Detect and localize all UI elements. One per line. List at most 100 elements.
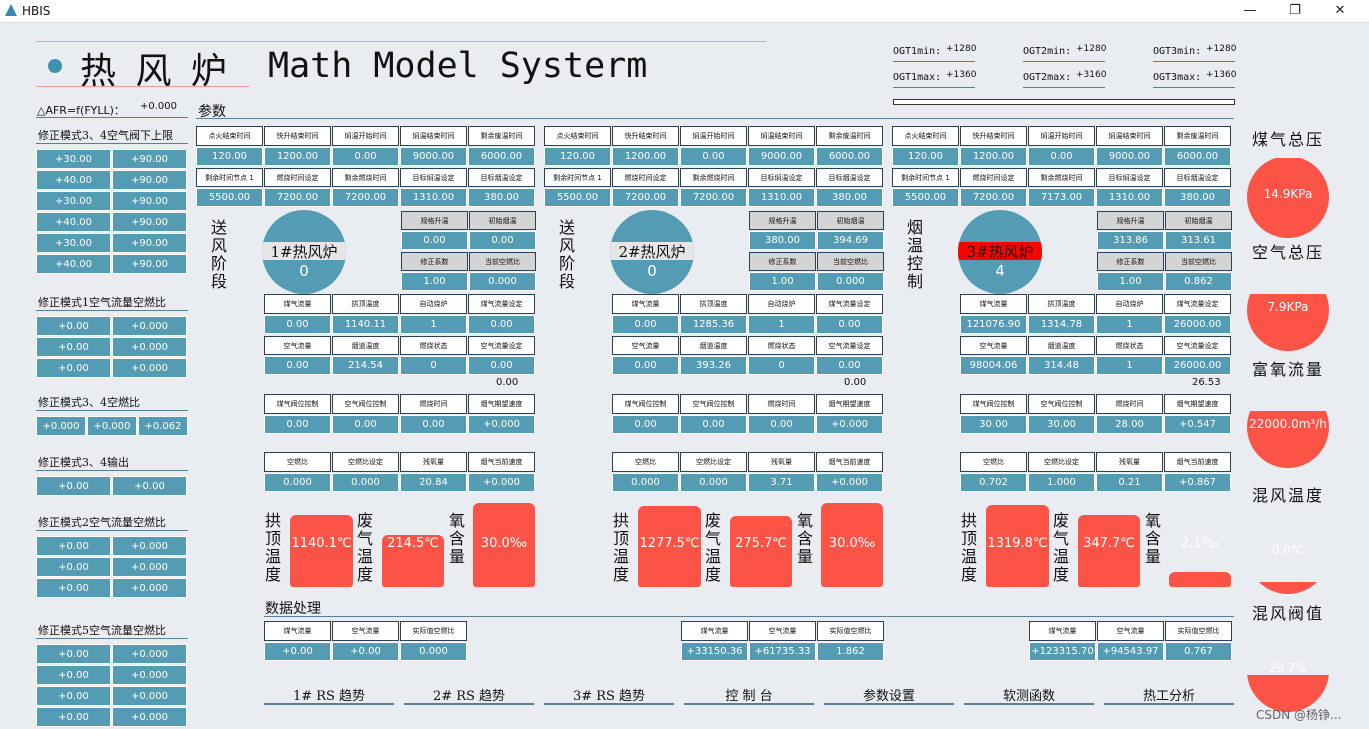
stove1-dp-value[interactable]: +0.00	[264, 642, 331, 661]
stove1-mid-value[interactable]: 0.00	[264, 356, 331, 375]
left-s6-value[interactable]: +0.000	[112, 644, 187, 664]
left-s2-value[interactable]: +0.00	[36, 337, 111, 357]
stove3-top-value[interactable]: 380.00	[1164, 188, 1231, 207]
left-s6-value[interactable]: +0.000	[112, 665, 187, 685]
stove2-top-value[interactable]: 120.00	[544, 147, 611, 166]
left-s6-value[interactable]: +0.00	[36, 644, 111, 664]
stove2-mid-value[interactable]: 0.00	[816, 356, 883, 375]
nav-button-1[interactable]: 1# RS 趋势	[264, 685, 394, 705]
stove1-ctl-value[interactable]: 0.00	[264, 415, 331, 434]
stove3-mid-value[interactable]: 1314.78	[1028, 315, 1095, 334]
stove1-top-value[interactable]: 5500.00	[196, 188, 263, 207]
stove2-side-value[interactable]: 1.00	[749, 272, 816, 291]
stove2-ctl-value[interactable]: 0.00	[612, 415, 679, 434]
stove2-top-value[interactable]: 380.00	[816, 188, 883, 207]
stove3-ratio-value[interactable]: 1.000	[1028, 473, 1095, 492]
stove2-dp-value[interactable]: 1.862	[817, 642, 884, 661]
stove2-mid-value[interactable]: 1285.36	[680, 315, 747, 334]
stove2-ctl-value[interactable]: 0.00	[680, 415, 747, 434]
stove1-mid-value[interactable]: 0	[400, 356, 467, 375]
stove3-mid-value[interactable]: 314.48	[1028, 356, 1095, 375]
stove2-mid-value[interactable]: 1	[748, 315, 815, 334]
left-s2-value[interactable]: +0.00	[36, 316, 111, 336]
left-s1-value[interactable]: +40.00	[36, 254, 111, 274]
left-s5-value[interactable]: +0.00	[36, 536, 111, 556]
stove2-mid-value[interactable]: 0.00	[612, 315, 679, 334]
stove2-top-value[interactable]: 5500.00	[544, 188, 611, 207]
stove1-mid-value[interactable]: 214.54	[332, 356, 399, 375]
stove1-top-value[interactable]: 380.00	[468, 188, 535, 207]
stove3-dp-value[interactable]: +123315.70	[1029, 642, 1096, 661]
left-s2-value[interactable]: +0.000	[112, 337, 187, 357]
stove3-mid-value[interactable]: 98004.06	[960, 356, 1027, 375]
nav-button-2[interactable]: 2# RS 趋势	[404, 685, 534, 705]
stove1-ratio-value[interactable]: 0.000	[332, 473, 399, 492]
stove1-top-value[interactable]: 120.00	[196, 147, 263, 166]
nav-button-7[interactable]: 热工分析	[1104, 685, 1234, 705]
close-button[interactable]: ✕	[1334, 3, 1346, 18]
stove3-top-value[interactable]: 0.00	[1028, 147, 1095, 166]
left-s5-value[interactable]: +0.00	[36, 557, 111, 577]
stove3-top-value[interactable]: 7200.00	[960, 188, 1027, 207]
stove3-mid-value[interactable]: 26000.00	[1164, 315, 1231, 334]
stove2-top-value[interactable]: 9000.00	[748, 147, 815, 166]
stove2-ratio-value[interactable]: 0.000	[680, 473, 747, 492]
stove3-top-value[interactable]: 1200.00	[960, 147, 1027, 166]
stove3-dp-value[interactable]: +94543.97	[1097, 642, 1164, 661]
stove1-dp-value[interactable]: 0.000	[400, 642, 467, 661]
stove2-ctl-value[interactable]: 0.00	[748, 415, 815, 434]
left-s2-value[interactable]: +0.00	[36, 358, 111, 378]
stove2-ctl-value[interactable]: +0.000	[816, 415, 883, 434]
stove1-ctl-value[interactable]: +0.000	[468, 415, 535, 434]
stove1-ratio-value[interactable]: 0.000	[264, 473, 331, 492]
left-s5-value[interactable]: +0.00	[36, 578, 111, 598]
stove2-status-circle[interactable]: 2#热风炉 0	[610, 210, 694, 294]
stove2-dp-value[interactable]: +61735.33	[749, 642, 816, 661]
stove3-mid-value[interactable]: 1	[1096, 315, 1163, 334]
stove3-ctl-value[interactable]: 30.00	[1028, 415, 1095, 434]
stove3-top-value[interactable]: 120.00	[892, 147, 959, 166]
stove2-ratio-value[interactable]: 3.71	[748, 473, 815, 492]
stove3-ratio-value[interactable]: +0.867	[1164, 473, 1231, 492]
stove3-ctl-value[interactable]: +0.547	[1164, 415, 1231, 434]
left-s1-value[interactable]: +90.00	[112, 170, 187, 190]
stove3-top-value[interactable]: 9000.00	[1096, 147, 1163, 166]
stove1-status-circle[interactable]: 1#热风炉 0	[262, 210, 346, 294]
left-s1-value[interactable]: +40.00	[36, 212, 111, 232]
stove1-side-value[interactable]: 0.00	[401, 231, 468, 250]
left-s1-value[interactable]: +30.00	[36, 233, 111, 253]
stove3-status-circle[interactable]: 3#热风炉 4	[958, 210, 1042, 294]
stove2-side-value[interactable]: 0.000	[817, 272, 884, 291]
nav-button-3[interactable]: 3# RS 趋势	[544, 685, 674, 705]
left-s1-value[interactable]: +90.00	[112, 254, 187, 274]
stove3-mid-value[interactable]: 121076.90	[960, 315, 1027, 334]
nav-button-6[interactable]: 软测函数	[964, 685, 1094, 705]
stove3-top-value[interactable]: 1310.00	[1096, 188, 1163, 207]
nav-button-5[interactable]: 参数设置	[824, 685, 954, 705]
left-s5-value[interactable]: +0.000	[112, 557, 187, 577]
left-s1-value[interactable]: +30.00	[36, 149, 111, 169]
left-s6-value[interactable]: +0.000	[112, 707, 187, 727]
left-s1-value[interactable]: +90.00	[112, 191, 187, 211]
stove2-top-value[interactable]: 1200.00	[612, 147, 679, 166]
left-s1-value[interactable]: +40.00	[36, 170, 111, 190]
stove2-top-value[interactable]: 6000.00	[816, 147, 883, 166]
maximize-button[interactable]: ❐	[1289, 3, 1301, 18]
stove2-top-value[interactable]: 1310.00	[748, 188, 815, 207]
stove3-side-value[interactable]: 313.86	[1097, 231, 1164, 250]
stove2-mid-value[interactable]: 393.26	[680, 356, 747, 375]
stove1-side-value[interactable]: 0.000	[469, 272, 536, 291]
stove2-top-value[interactable]: 7200.00	[680, 188, 747, 207]
left-s1-value[interactable]: +90.00	[112, 212, 187, 232]
stove1-side-value[interactable]: 0.00	[469, 231, 536, 250]
left-s6-value[interactable]: +0.000	[112, 686, 187, 706]
stove1-top-value[interactable]: 9000.00	[400, 147, 467, 166]
stove1-mid-value[interactable]: 0.00	[468, 356, 535, 375]
stove3-ctl-value[interactable]: 28.00	[1096, 415, 1163, 434]
stove2-ratio-value[interactable]: +0.000	[816, 473, 883, 492]
stove1-top-value[interactable]: 7200.00	[332, 188, 399, 207]
stove1-ratio-value[interactable]: 20.84	[400, 473, 467, 492]
stove3-dp-value[interactable]: 0.767	[1165, 642, 1232, 661]
left-s5-value[interactable]: +0.000	[112, 536, 187, 556]
stove3-ctl-value[interactable]: 30.00	[960, 415, 1027, 434]
